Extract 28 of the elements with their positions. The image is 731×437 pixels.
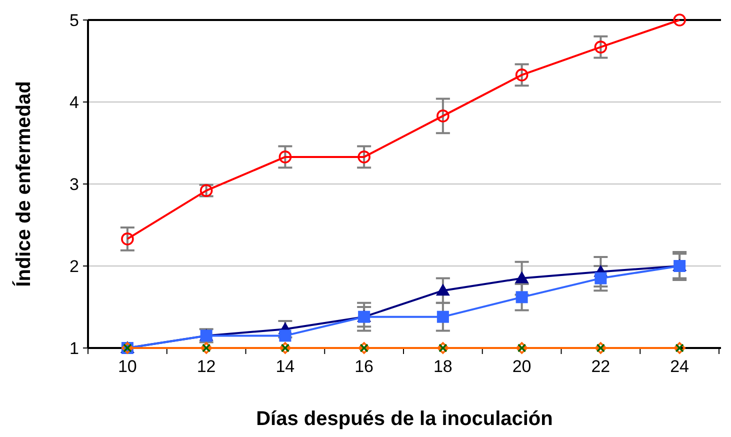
y-tick-label: 5 xyxy=(70,10,79,30)
point xyxy=(279,330,292,342)
point xyxy=(594,40,608,54)
point xyxy=(516,291,528,304)
point xyxy=(514,271,529,284)
point xyxy=(436,110,450,122)
point xyxy=(673,14,686,26)
point xyxy=(515,68,528,82)
point xyxy=(358,150,370,164)
x-tick-label: 24 xyxy=(670,357,690,376)
point xyxy=(436,284,450,296)
y-tick-label: 2 xyxy=(70,256,79,276)
x-tick-label: 12 xyxy=(196,357,216,376)
x-tick-label: 16 xyxy=(354,357,374,376)
y-tick-label: 4 xyxy=(70,92,79,112)
y-tick-label: 3 xyxy=(70,174,79,194)
point xyxy=(594,272,607,284)
x-axis-title: Días después de la inoculación xyxy=(256,408,553,430)
point xyxy=(121,232,134,246)
x-tick-label: 18 xyxy=(433,357,452,376)
point xyxy=(436,310,449,323)
x-tick-label: 22 xyxy=(591,357,610,376)
point xyxy=(278,150,292,164)
y-tick-label: 1 xyxy=(70,338,79,358)
x-tick-label: 20 xyxy=(512,357,532,376)
x-tick-label: 14 xyxy=(276,357,295,376)
y-axis-title: Índice de enfermedad xyxy=(12,81,35,287)
x-tick-label: 10 xyxy=(118,357,137,376)
